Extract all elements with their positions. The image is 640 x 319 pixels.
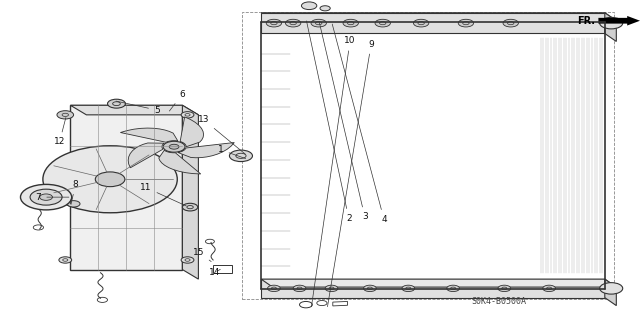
Polygon shape xyxy=(70,105,182,270)
Polygon shape xyxy=(159,150,201,174)
Text: 9: 9 xyxy=(328,40,374,307)
Circle shape xyxy=(325,285,338,292)
Bar xyxy=(242,12,614,299)
Circle shape xyxy=(458,19,474,27)
Text: 4: 4 xyxy=(332,24,387,224)
Circle shape xyxy=(311,19,326,27)
Circle shape xyxy=(364,285,376,292)
Text: 2: 2 xyxy=(307,21,351,223)
Circle shape xyxy=(503,19,518,27)
Polygon shape xyxy=(180,117,204,147)
Text: 1: 1 xyxy=(218,145,246,159)
Polygon shape xyxy=(178,143,234,158)
Circle shape xyxy=(59,112,72,118)
Polygon shape xyxy=(605,13,616,41)
Text: 13: 13 xyxy=(198,115,245,154)
Circle shape xyxy=(413,19,429,27)
Text: 10: 10 xyxy=(312,36,356,307)
Text: 14: 14 xyxy=(209,268,220,277)
Circle shape xyxy=(108,99,125,108)
Polygon shape xyxy=(70,105,198,115)
Circle shape xyxy=(40,194,52,200)
Circle shape xyxy=(67,201,80,207)
Circle shape xyxy=(59,257,72,263)
Circle shape xyxy=(20,184,72,210)
Text: S0K4-B0500A: S0K4-B0500A xyxy=(472,297,527,306)
Circle shape xyxy=(293,285,306,292)
Circle shape xyxy=(30,189,62,205)
Text: 15: 15 xyxy=(193,248,211,262)
Circle shape xyxy=(163,141,185,152)
Polygon shape xyxy=(120,128,178,142)
Circle shape xyxy=(375,19,390,27)
Circle shape xyxy=(543,285,556,292)
Circle shape xyxy=(600,283,623,294)
Circle shape xyxy=(320,6,330,11)
Polygon shape xyxy=(605,279,616,306)
Circle shape xyxy=(181,112,194,118)
Polygon shape xyxy=(128,143,164,168)
Bar xyxy=(213,265,232,273)
Circle shape xyxy=(95,172,125,187)
Polygon shape xyxy=(182,105,198,279)
Circle shape xyxy=(57,111,74,119)
Circle shape xyxy=(285,19,301,27)
Text: 7: 7 xyxy=(36,193,69,202)
Text: 11: 11 xyxy=(140,183,186,206)
Text: 3: 3 xyxy=(319,22,367,221)
Bar xyxy=(261,13,605,33)
Circle shape xyxy=(343,19,358,27)
Polygon shape xyxy=(261,279,616,287)
Circle shape xyxy=(268,285,280,292)
Text: 12: 12 xyxy=(54,117,66,146)
Text: 8: 8 xyxy=(71,180,78,204)
Text: 5: 5 xyxy=(116,101,159,115)
Circle shape xyxy=(301,2,317,10)
Bar xyxy=(261,279,605,298)
Circle shape xyxy=(447,285,460,292)
Circle shape xyxy=(43,146,177,213)
Text: FR.: FR. xyxy=(577,16,595,26)
Circle shape xyxy=(182,203,198,211)
Circle shape xyxy=(230,150,253,161)
Text: 6: 6 xyxy=(170,90,185,111)
Circle shape xyxy=(600,17,623,29)
Circle shape xyxy=(402,285,415,292)
Circle shape xyxy=(498,285,511,292)
Polygon shape xyxy=(261,13,616,21)
Circle shape xyxy=(266,19,282,27)
FancyArrow shape xyxy=(598,16,640,26)
Circle shape xyxy=(181,257,194,263)
Circle shape xyxy=(169,144,179,149)
